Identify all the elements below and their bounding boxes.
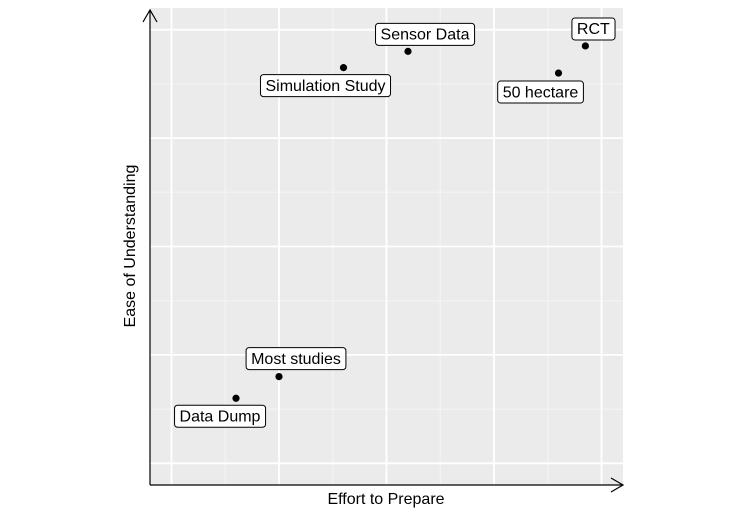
x-axis xyxy=(150,477,625,493)
point-label: RCT xyxy=(571,17,616,41)
point-label: 50 hectare xyxy=(497,80,584,104)
label-text: RCT xyxy=(577,21,610,38)
x-axis-title: Effort to Prepare xyxy=(327,491,444,508)
y-axis-title: Ease of Understanding xyxy=(122,165,139,328)
label-box xyxy=(497,80,584,104)
point-label: Simulation Study xyxy=(259,74,392,98)
point-label: Sensor Data xyxy=(375,22,476,46)
point xyxy=(404,47,412,55)
point xyxy=(232,394,240,402)
point xyxy=(339,64,348,72)
point xyxy=(275,372,283,381)
label-box xyxy=(375,22,476,46)
point-label: Data Dump xyxy=(174,404,267,428)
label-text: 50 hectare xyxy=(503,84,579,101)
grid xyxy=(150,8,623,485)
label-text: Data Dump xyxy=(180,408,261,425)
point xyxy=(581,42,589,50)
label-box xyxy=(259,74,392,98)
point xyxy=(554,69,563,77)
label-text: Most studies xyxy=(251,351,341,368)
label-text: Simulation Study xyxy=(265,78,385,95)
y-axis xyxy=(142,8,158,485)
label-text: Sensor Data xyxy=(381,27,470,44)
label-box xyxy=(174,404,267,428)
point-label: Most studies xyxy=(245,347,347,371)
label-box xyxy=(571,17,616,41)
points: Data Dump Most studies Simulation Study Sen… xyxy=(174,17,616,428)
label-box xyxy=(245,347,347,371)
